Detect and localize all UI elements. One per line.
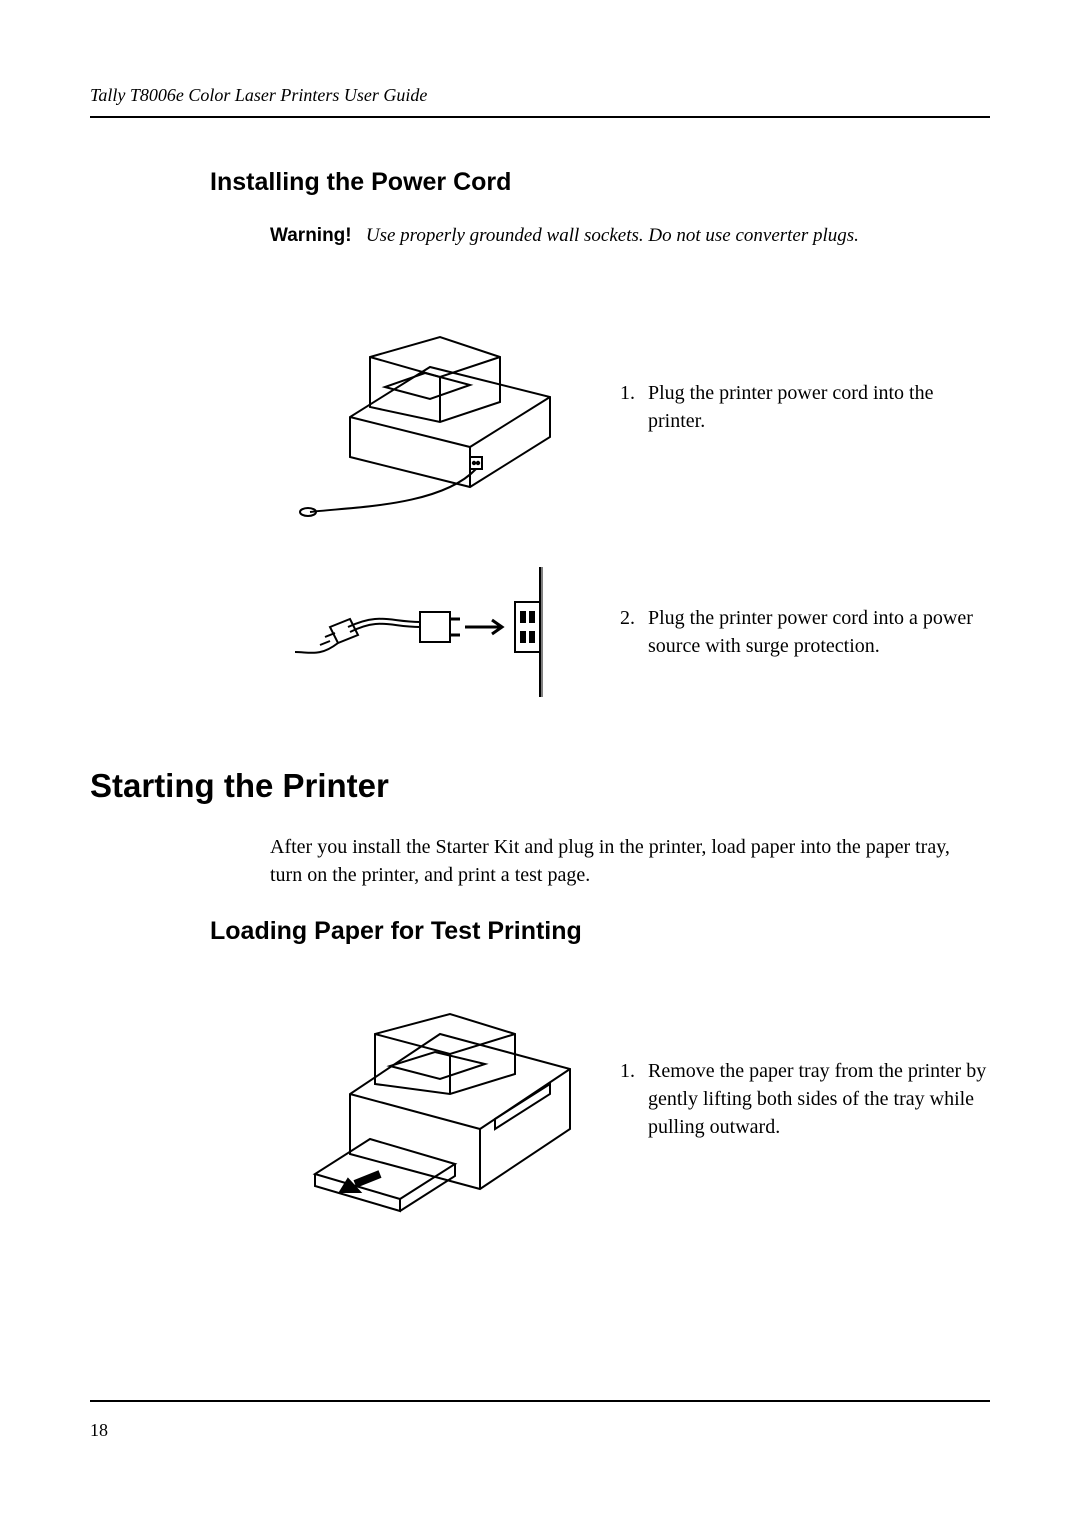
step-number: 1. [620,1057,648,1141]
printer-tray-icon [280,974,580,1224]
warning-text: Use properly grounded wall sockets. Do n… [366,225,859,246]
step-number: 1. [620,379,648,435]
step-1-text: 1. Plug the printer power cord into the … [620,379,990,435]
step-2-text: 2. Plug the printer power cord into a po… [620,604,990,660]
warning-line: Warning! Use properly grounded wall sock… [270,225,990,247]
section-intro: After you install the Starter Kit and pl… [270,833,970,889]
figure-plug-into-socket [270,557,590,707]
section-subheading-loading-paper: Loading Paper for Test Printing [210,917,990,946]
figure-printer-with-cord [270,287,590,527]
section-heading-power-cord: Installing the Power Cord [210,168,990,197]
plug-socket-icon [290,557,570,707]
figure-printer-tray [270,974,590,1224]
warning-label: Warning! [270,225,352,246]
step-body: Plug the printer power cord into the pri… [648,379,990,435]
step-body: Plug the printer power cord into a power… [648,604,990,660]
step-body: Remove the paper tray from the printer b… [648,1057,990,1141]
step-row-3: 1. Remove the paper tray from the printe… [270,974,990,1224]
section-heading-starting-printer: Starting the Printer [90,767,990,805]
step-3-text: 1. Remove the paper tray from the printe… [620,1057,990,1141]
step-row-2: 2. Plug the printer power cord into a po… [270,557,990,707]
page-number: 18 [90,1420,108,1441]
step-number: 2. [620,604,648,660]
footer-rule [90,1400,990,1402]
printer-cord-icon [290,287,570,527]
header-rule [90,116,990,118]
step-row-1: 1. Plug the printer power cord into the … [270,287,990,527]
running-header: Tally T8006e Color Laser Printers User G… [90,85,990,116]
